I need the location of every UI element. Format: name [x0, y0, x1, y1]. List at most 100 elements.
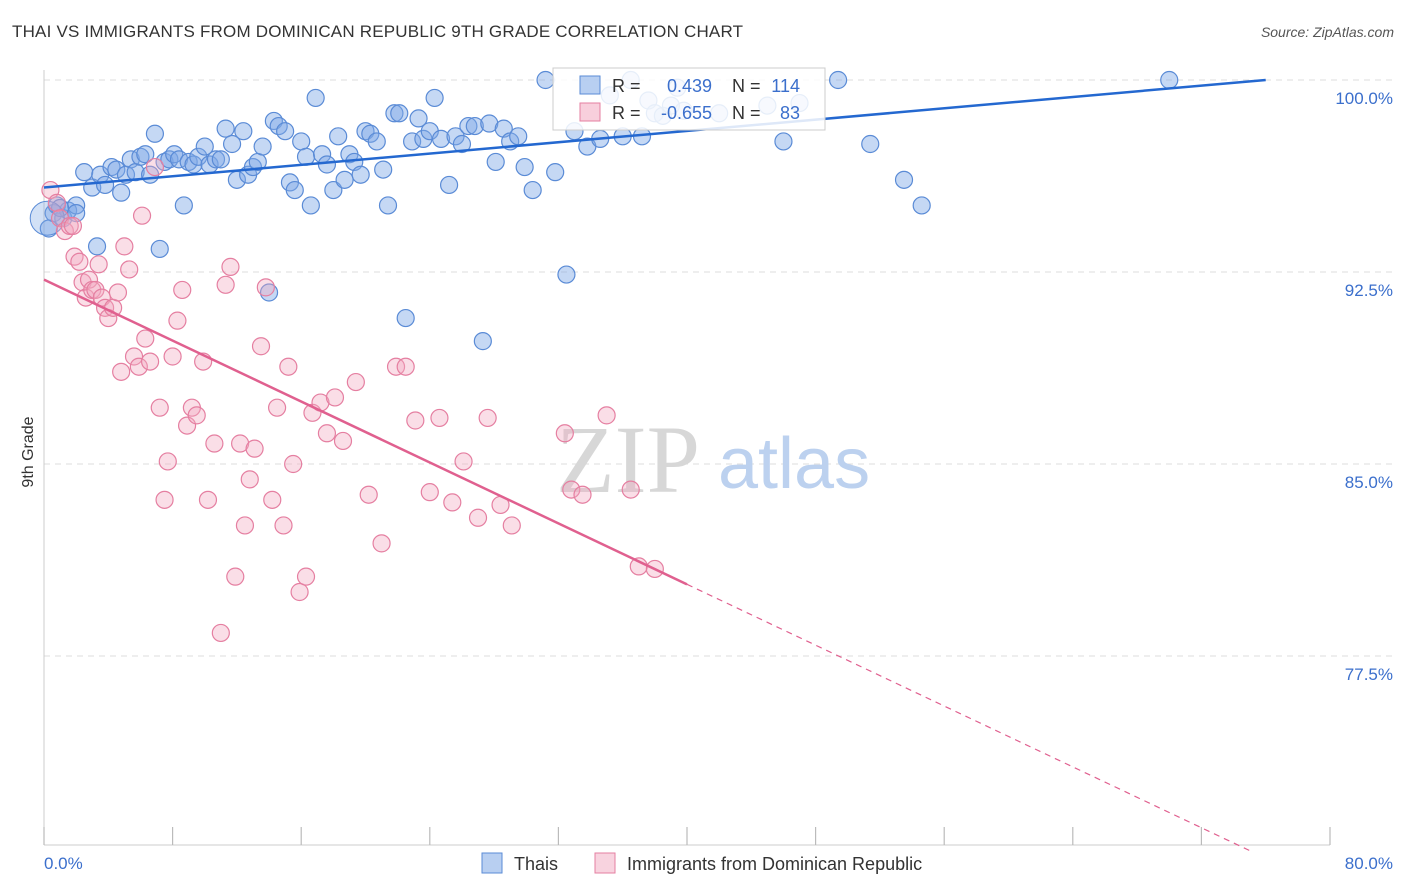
data-point-dominican: [115, 237, 134, 256]
data-point-thais: [150, 239, 169, 259]
trend-lines: [43, 78, 1266, 852]
legend-r-label: R =: [612, 76, 641, 96]
data-point-dominican: [420, 483, 439, 502]
data-point-thais: [165, 145, 184, 164]
data-point-thais: [222, 134, 242, 154]
data-point-dominican: [502, 516, 521, 535]
legend-n-label: N =: [732, 76, 761, 96]
data-point-dominican: [478, 408, 497, 428]
data-point-thais: [95, 175, 115, 195]
data-point-dominican: [168, 311, 187, 330]
data-point-dominican: [205, 434, 224, 453]
data-point-dominican: [430, 408, 449, 428]
data-point-dominican: [263, 490, 282, 509]
data-point-thais: [234, 122, 253, 141]
trend-line-thais: [43, 78, 1266, 189]
data-point-dominican: [240, 470, 259, 489]
y-tick-label: 92.5%: [1345, 281, 1393, 300]
data-point-dominican: [468, 508, 488, 527]
y-axis-title: 9th Grade: [20, 416, 37, 487]
data-point-dominican: [47, 193, 66, 212]
data-point-thais: [480, 114, 499, 133]
legend-n-value: 114: [771, 76, 800, 96]
legend-swatch: [579, 75, 601, 95]
data-point-dominican: [245, 439, 264, 458]
series-thais-points: [29, 70, 1179, 351]
data-point-thais: [211, 150, 230, 169]
data-point-dominican: [274, 516, 293, 535]
data-point-thais: [774, 132, 793, 151]
bottom-legend-swatch-dominican: [594, 852, 616, 874]
series-dominican-points: [41, 157, 664, 643]
data-point-thais: [351, 165, 370, 184]
data-point-dominican: [325, 388, 345, 407]
trend-line-dominican: [43, 278, 688, 586]
data-point-thais: [264, 111, 283, 131]
data-point-dominican: [562, 480, 581, 499]
legend-r-value: -0.655: [661, 103, 712, 123]
data-point-dominican: [158, 452, 177, 471]
data-point-dominican: [89, 255, 108, 274]
data-point-thais: [356, 122, 375, 141]
y-tick-label: 85.0%: [1345, 473, 1393, 492]
data-point-thais: [102, 157, 121, 177]
data-point-thais: [335, 170, 354, 189]
data-point-dominican: [145, 157, 165, 177]
data-point-thais: [276, 122, 295, 141]
data-point-dominican: [163, 347, 182, 366]
data-point-thais: [439, 175, 459, 195]
axes: 77.5% 85.0% 92.5% 100.0% 0.0% 80.0%: [43, 70, 1393, 873]
data-point-thais: [367, 132, 386, 151]
data-point-thais: [473, 332, 492, 351]
data-point-thais: [509, 127, 528, 146]
watermark-atlas: atlas: [718, 424, 870, 504]
bottom-legend-swatch-thais: [481, 852, 503, 874]
data-point-thais: [459, 116, 478, 136]
data-point-thais: [160, 150, 179, 169]
data-point-dominican: [597, 406, 616, 425]
data-point-thais: [112, 183, 131, 202]
data-point-dominican: [386, 357, 406, 376]
data-point-dominican: [346, 372, 365, 392]
data-point-dominican: [79, 270, 99, 289]
data-point-dominican: [290, 582, 309, 602]
data-point-thais: [390, 104, 409, 123]
data-point-thais: [465, 116, 484, 136]
data-point-dominican: [120, 260, 139, 279]
data-point-dominican: [372, 534, 391, 553]
data-point-dominican: [70, 252, 89, 271]
data-point-dominican: [112, 362, 131, 381]
chart-source: Source: ZipAtlas.com: [1260, 24, 1394, 40]
data-point-dominican: [267, 398, 287, 417]
x-tick-label: 0.0%: [44, 854, 83, 873]
data-point-thais: [912, 196, 931, 215]
data-point-thais: [515, 157, 534, 177]
data-point-dominican: [124, 347, 144, 366]
data-point-thais: [431, 129, 451, 148]
data-point-thais: [894, 170, 914, 189]
data-point-dominican: [173, 280, 192, 300]
data-point-thais: [378, 196, 398, 215]
data-point-dominican: [251, 337, 271, 356]
x-tick-label: 80.0%: [1345, 854, 1393, 873]
data-point-dominican: [284, 454, 303, 474]
data-point-dominican: [226, 567, 245, 586]
data-point-dominican: [187, 406, 206, 425]
data-point-dominican: [406, 411, 425, 430]
data-point-dominican: [132, 206, 152, 225]
data-point-thais: [253, 137, 272, 156]
y-tick-label: 100.0%: [1335, 89, 1393, 108]
bottom-legend-label-dominican: Immigrants from Dominican Republic: [627, 854, 922, 874]
data-point-thais: [317, 155, 337, 174]
data-point-dominican: [198, 490, 218, 509]
data-point-thais: [259, 283, 279, 302]
data-point-thais: [243, 157, 263, 177]
legend-n-value: 83: [780, 103, 800, 123]
data-point-dominican: [359, 485, 378, 504]
data-point-thais: [87, 237, 107, 256]
data-point-thais: [206, 150, 226, 169]
data-point-thais: [107, 160, 126, 179]
data-point-dominican: [443, 493, 462, 512]
data-point-dominican: [216, 275, 235, 294]
